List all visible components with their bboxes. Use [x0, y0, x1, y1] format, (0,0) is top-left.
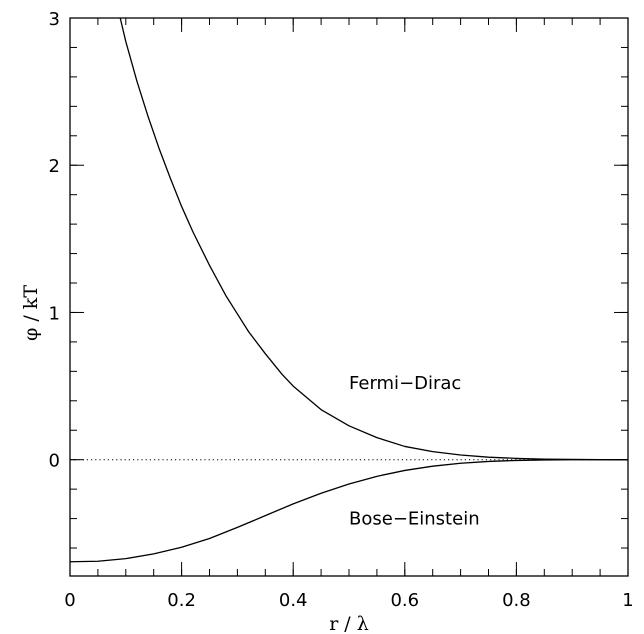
x-tick-label: 0.8 — [502, 590, 531, 611]
y-tick-label: 2 — [49, 156, 60, 177]
y-tick-label: 0 — [49, 451, 60, 472]
annotation-label: Fermi−Dirac — [349, 373, 461, 394]
x-axis-label: r / λ — [329, 613, 369, 634]
x-tick-label: 0.2 — [167, 590, 196, 611]
y-tick-label: 1 — [49, 303, 60, 324]
fermi-dirac-curve — [119, 17, 629, 461]
tick-labels: 0 0.2 0.4 0.6 0.8 1 0 1 2 3 — [49, 9, 634, 611]
annotation-label: Bose−Einstein — [349, 508, 480, 529]
x-tick-label: 0 — [64, 590, 75, 611]
plot-frame — [69, 17, 629, 577]
axis-ticks — [69, 17, 629, 576]
x-tick-label: 0.4 — [279, 590, 308, 611]
y-tick-label: 3 — [49, 9, 60, 30]
annotations: Fermi−Dirac Bose−Einstein — [349, 373, 480, 529]
x-tick-label: 1 — [622, 590, 633, 611]
y-axis-label: φ / kT — [20, 285, 42, 341]
curves — [69, 17, 629, 563]
bose-einstein-curve — [69, 459, 629, 563]
x-tick-label: 0.6 — [390, 590, 419, 611]
